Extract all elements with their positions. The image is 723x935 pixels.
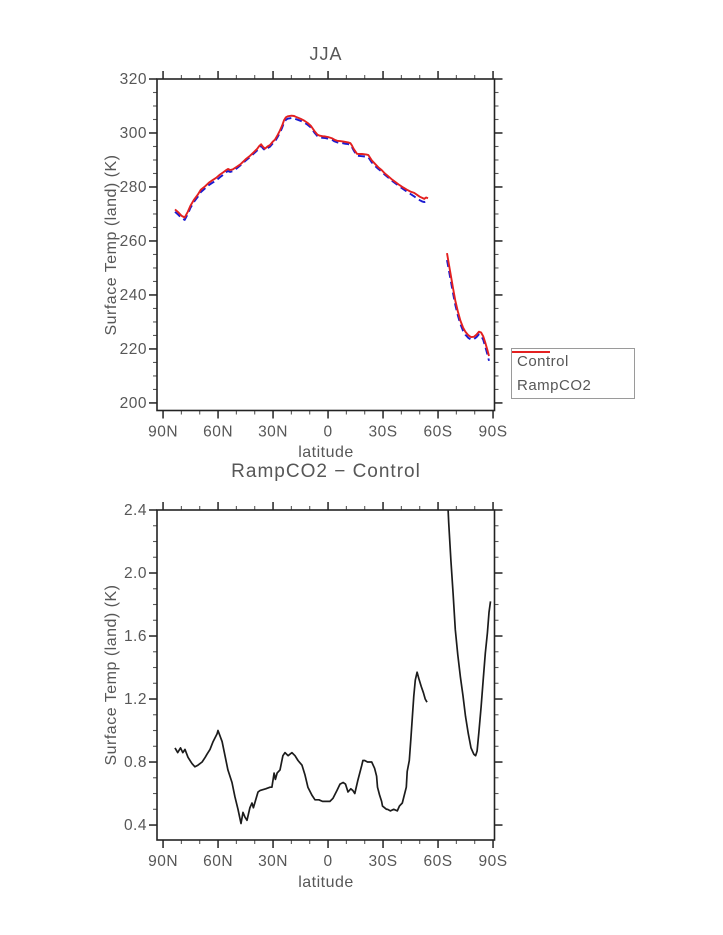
x-tick-label: 90S — [478, 424, 507, 441]
x-tick-label: 30S — [368, 424, 397, 441]
x-tick-label: 0 — [323, 853, 332, 870]
y-tick-label: 320 — [120, 71, 147, 88]
x-tick-label: 0 — [323, 424, 332, 441]
x-tick-label: 90N — [148, 853, 178, 870]
bottom-x-axis-label: latitude — [298, 874, 354, 891]
y-tick-label: 2.0 — [124, 565, 147, 582]
y-tick-label: 0.4 — [124, 817, 147, 834]
legend-line-rampco2-icon — [512, 351, 550, 353]
legend-item-rampco2: RampCO2 — [512, 351, 634, 398]
x-tick-label: 90N — [148, 424, 178, 441]
rampco2-line — [446, 252, 490, 357]
y-tick-label: 280 — [120, 179, 147, 196]
y-tick-label: 240 — [120, 287, 147, 304]
x-tick-label: 90S — [478, 853, 507, 870]
legend: Control RampCO2 — [511, 348, 635, 399]
rampco2-control-line — [447, 510, 492, 757]
y-tick-label: 260 — [120, 233, 147, 250]
legend-item-label: Control — [517, 352, 569, 370]
control-line — [446, 259, 490, 362]
top-x-axis-label: latitude — [298, 444, 354, 461]
x-tick-label: 30N — [258, 424, 288, 441]
top-y-axis-label: Surface Temp (land) (K) — [103, 154, 120, 336]
x-tick-label: 60N — [203, 853, 233, 870]
x-tick-label: 30S — [368, 853, 397, 870]
bottom-panel-title: RampCO2 − Control — [231, 461, 421, 482]
plot-border — [156, 509, 496, 841]
top-panel-title: JJA — [309, 44, 343, 64]
control-line — [174, 117, 429, 221]
y-tick-label: 0.8 — [124, 754, 147, 771]
y-tick-label: 1.6 — [124, 628, 147, 645]
x-tick-label: 60S — [423, 853, 452, 870]
bottom-chart: 90N 60N 30N 0 30S 60S 90S 2.4 2.0 1.6 1.2 0.8 0.4 — [124, 502, 507, 870]
rampco2-line — [174, 114, 429, 219]
x-tick-label: 30N — [258, 853, 288, 870]
x-tick-label: 60N — [203, 424, 233, 441]
top-chart: 90N 60N 30N 0 30S 60S 90S 320 300 280 260 240 220 200 — [120, 71, 507, 441]
y-tick-label: 220 — [120, 341, 147, 358]
legend-item-label: RampCO2 — [517, 376, 592, 394]
y-tick-label: 2.4 — [124, 502, 147, 519]
bottom-y-axis-label: Surface Temp (land) (K) — [103, 584, 120, 766]
y-tick-label: 300 — [120, 125, 147, 142]
x-tick-label: 60S — [423, 424, 452, 441]
rampco2-control-line — [174, 671, 428, 825]
y-tick-label: 1.2 — [124, 691, 147, 708]
y-tick-label: 200 — [120, 395, 147, 412]
plot-border — [156, 78, 496, 412]
